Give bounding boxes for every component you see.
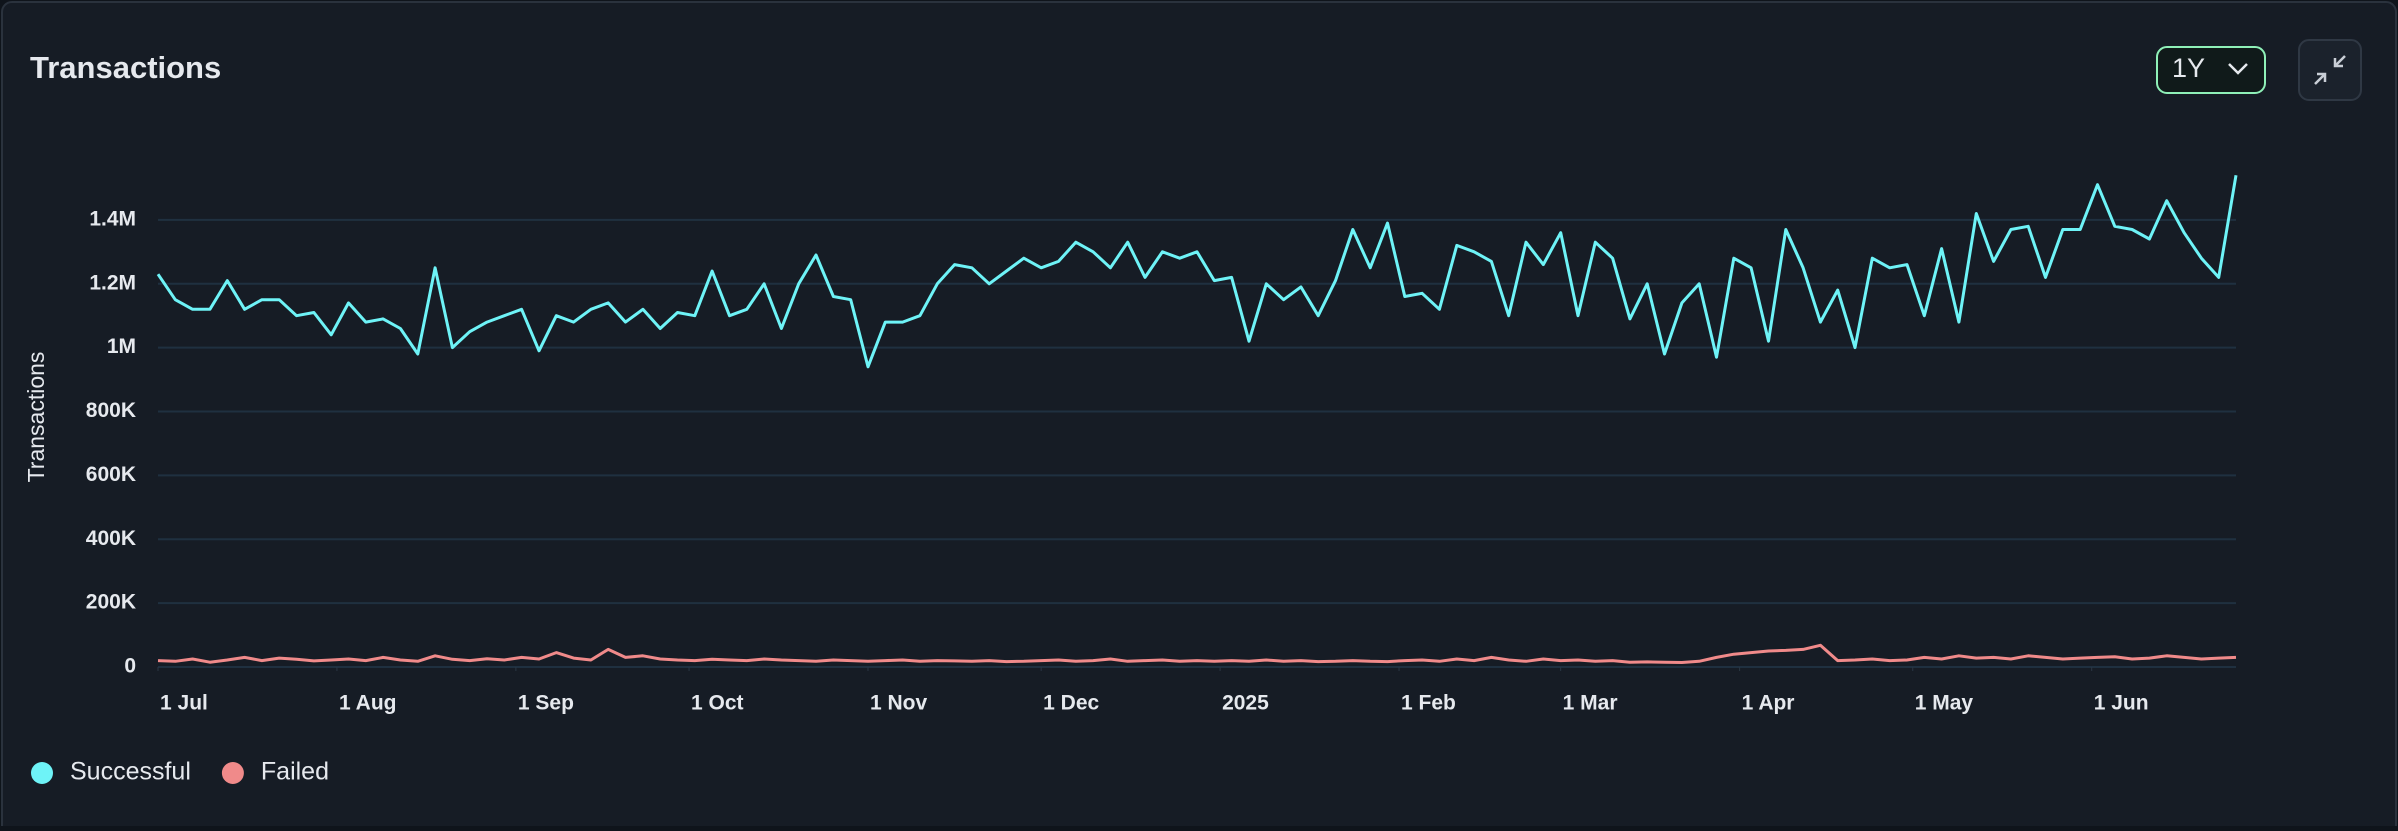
x-tick-label: 1 May xyxy=(1915,692,1974,715)
x-tick-label: 1 Sep xyxy=(518,692,574,715)
legend-marker xyxy=(31,762,53,784)
y-tick-label: 1.4M xyxy=(89,207,136,230)
series-line xyxy=(157,643,2237,664)
range-selector[interactable]: 1Y xyxy=(2156,46,2266,94)
chart-title: Transactions xyxy=(30,50,221,85)
x-tick-label: 1 Aug xyxy=(339,692,397,715)
x-tick-label: 1 Apr xyxy=(1742,692,1795,715)
x-tick-label: 1 Jul xyxy=(160,692,208,715)
collapse-icon xyxy=(2314,55,2346,85)
y-tick-label: 1M xyxy=(107,335,136,358)
y-axis-title: Transactions xyxy=(23,352,49,483)
legend-label[interactable]: Successful xyxy=(70,758,191,786)
chevron-icon xyxy=(2228,63,2248,75)
x-tick-label: 1 Feb xyxy=(1401,692,1456,715)
x-tick-label: 1 Dec xyxy=(1043,692,1099,715)
y-tick-label: 800K xyxy=(86,399,136,422)
collapse-frame[interactable] xyxy=(2298,39,2362,101)
y-tick-label: 600K xyxy=(86,463,136,486)
x-tick-label: 2025 xyxy=(1222,692,1269,715)
legend-label[interactable]: Failed xyxy=(261,758,329,786)
x-tick-label: 1 Jun xyxy=(2094,692,2149,715)
y-tick-label: 0 xyxy=(124,655,136,678)
y-tick-label: 1.2M xyxy=(89,271,136,294)
x-tick-label: 1 Nov xyxy=(870,692,928,715)
legend-marker xyxy=(221,762,244,784)
x-tick-label: 1 Mar xyxy=(1563,692,1618,715)
collapse-button[interactable] xyxy=(2298,39,2362,101)
x-tick-label: 1 Oct xyxy=(691,692,744,715)
series-line xyxy=(156,174,2238,369)
y-tick-label: 200K xyxy=(86,591,136,614)
range-button[interactable] xyxy=(2156,46,2266,94)
y-tick-label: 400K xyxy=(86,527,136,550)
range-label: 1Y xyxy=(2172,53,2205,83)
